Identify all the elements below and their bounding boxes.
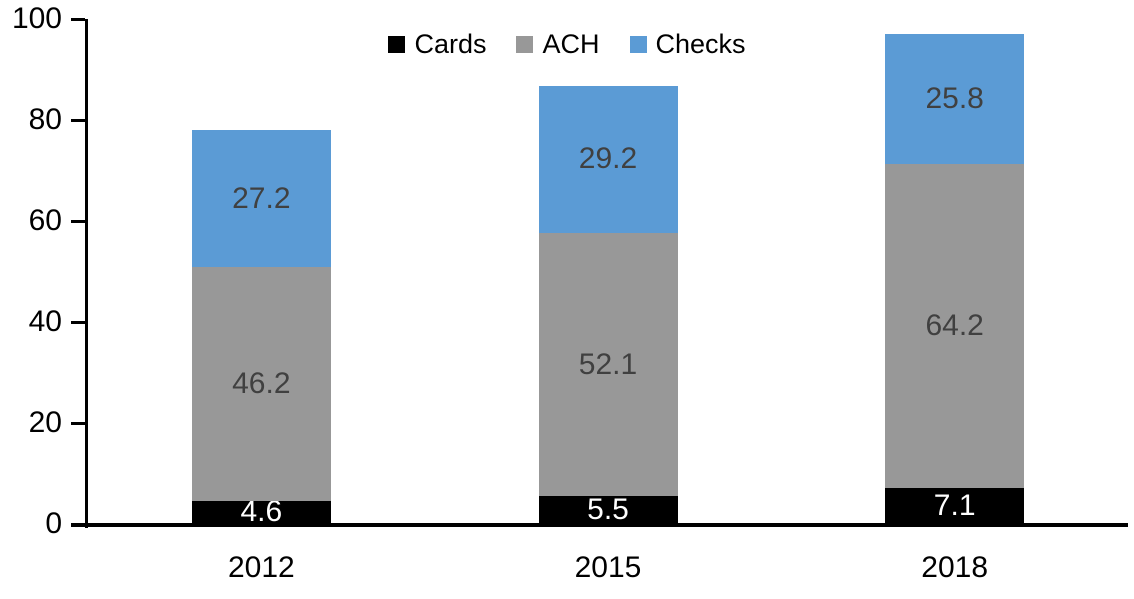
bar-segment-2018-checks: [885, 33, 1025, 164]
legend-swatch-cards-icon: [388, 36, 406, 53]
x-axis-category-label: 2018: [921, 551, 989, 584]
y-axis-tick-mark: [71, 219, 85, 223]
bar-segment-2012-cards: [191, 500, 331, 524]
chart-legend: Cards ACH Checks: [0, 31, 1134, 58]
y-axis-tick-mark: [71, 17, 85, 21]
bar-segment-2018-ach: [885, 163, 1025, 489]
bar-value-2012-checks: 27.2: [232, 181, 291, 215]
bar-segment-2015-ach: [538, 233, 678, 497]
y-axis-tick-label: 60: [28, 204, 62, 237]
y-axis-line: [85, 19, 88, 528]
y-axis-tick-label: 80: [28, 103, 62, 136]
bar-segment-2018-cards: [885, 488, 1025, 524]
bar-value-2012-cards: 4.6: [240, 495, 283, 529]
bar-segment-2012-ach: [191, 267, 331, 501]
bar-value-2018-checks: 25.8: [925, 81, 984, 115]
bar-value-2018-ach: 64.2: [925, 309, 984, 343]
y-axis-tick-label: 20: [28, 406, 62, 439]
y-axis-tick-mark: [71, 118, 85, 122]
bar-value-2012-ach: 46.2: [232, 367, 291, 401]
legend-label-ach: ACH: [542, 29, 600, 59]
legend-item-ach: ACH: [516, 29, 600, 59]
bar-value-2015-checks: 29.2: [578, 142, 638, 176]
legend-swatch-ach-icon: [516, 36, 534, 53]
legend-label-checks: Checks: [655, 29, 746, 59]
bar-value-2015-cards: 5.5: [587, 493, 629, 527]
legend-swatch-checks-icon: [629, 36, 647, 53]
y-axis-tick-mark: [71, 320, 85, 324]
bar-segment-2015-cards: [538, 496, 678, 524]
y-axis-tick-label: 100: [11, 2, 62, 35]
legend-label-cards: Cards: [414, 29, 487, 59]
y-axis-tick-label: 0: [45, 507, 62, 540]
x-axis-category-label: 2012: [227, 551, 295, 584]
y-axis-tick-mark: [71, 421, 85, 425]
bar-value-2018-cards: 7.1: [933, 489, 976, 523]
x-axis-category-label: 2015: [574, 551, 642, 584]
x-axis-line: [71, 523, 1128, 527]
legend-item-cards: Cards: [388, 31, 486, 58]
y-axis-tick-label: 40: [28, 305, 62, 338]
bar-segment-2012-checks: [191, 130, 331, 268]
bar-segment-2015-checks: [538, 85, 678, 234]
bar-value-2015-ach: 52.1: [578, 347, 638, 381]
legend-item-checks: Checks: [629, 29, 746, 59]
